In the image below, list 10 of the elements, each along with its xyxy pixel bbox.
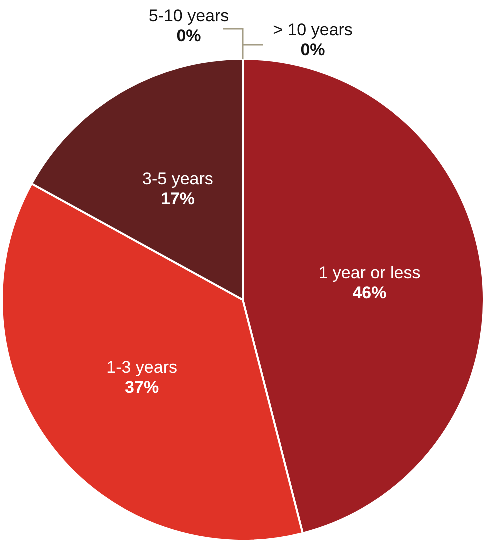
data-label: 37%	[125, 378, 160, 397]
text: 0%	[300, 40, 326, 60]
category-label: 5-10 years	[148, 6, 230, 26]
slice-label: 1 year or less	[318, 264, 421, 283]
data-label: 17%	[160, 190, 195, 209]
data-label: 46%	[352, 284, 387, 303]
category-label: > 10 years	[273, 20, 353, 40]
text: 0%	[176, 26, 202, 46]
slice-label: 3-5 years	[142, 170, 214, 189]
slice-label: 1-3 years	[106, 358, 178, 377]
